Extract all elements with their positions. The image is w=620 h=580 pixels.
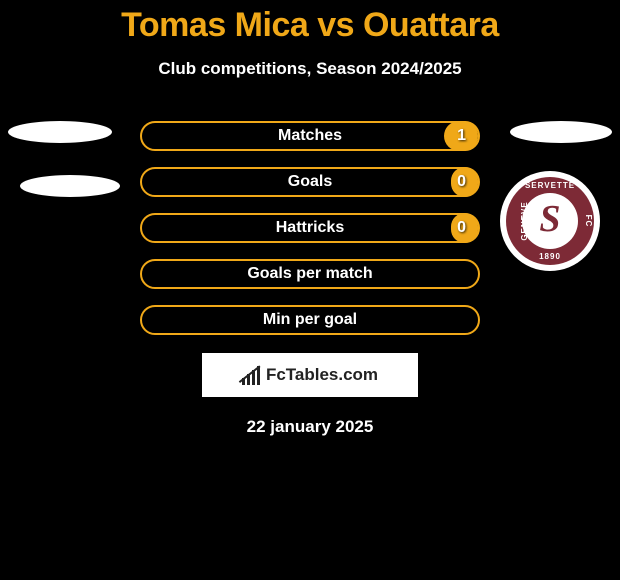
- stat-value-right: 0: [457, 219, 466, 237]
- club-badge: SERVETTE FC 1890 GENEVE S: [500, 171, 600, 271]
- stat-label: Hattricks: [276, 219, 344, 237]
- stat-label: Goals per match: [247, 265, 372, 283]
- stat-row: Hattricks 0: [140, 213, 480, 243]
- stat-row: Matches 1: [140, 121, 480, 151]
- snapshot-date: 22 january 2025: [0, 417, 620, 437]
- stat-value-right: 1: [457, 127, 466, 145]
- stat-value-right: 0: [457, 173, 466, 191]
- player-left-avatar-placeholder: [8, 121, 112, 143]
- page-title: Tomas Mica vs Ouattara: [0, 6, 620, 45]
- club-ring-bottom: 1890: [539, 252, 561, 261]
- brand-logo: FcTables.com: [202, 353, 418, 397]
- club-ring-right: FC: [584, 215, 593, 228]
- stat-label: Min per goal: [263, 311, 357, 329]
- comparison-content: SERVETTE FC 1890 GENEVE S Matches 1 Goals 0…: [0, 121, 620, 437]
- club-ring-top: SERVETTE: [525, 181, 575, 190]
- stat-row: Goals per match: [140, 259, 480, 289]
- club-letter: S: [539, 200, 560, 238]
- chart-icon: [242, 365, 260, 385]
- stat-label: Matches: [278, 127, 342, 145]
- stat-label: Goals: [288, 173, 332, 191]
- player-right-avatar-placeholder: [510, 121, 612, 143]
- stat-rows: Matches 1 Goals 0 Hattricks 0 Goals per match M…: [140, 121, 480, 335]
- brand-text: FcTables.com: [266, 365, 378, 385]
- club-ring-left: GENEVE: [520, 201, 529, 240]
- page-subtitle: Club competitions, Season 2024/2025: [0, 59, 620, 79]
- stat-row: Goals 0: [140, 167, 480, 197]
- player-left-club-placeholder: [20, 175, 120, 197]
- stat-row: Min per goal: [140, 305, 480, 335]
